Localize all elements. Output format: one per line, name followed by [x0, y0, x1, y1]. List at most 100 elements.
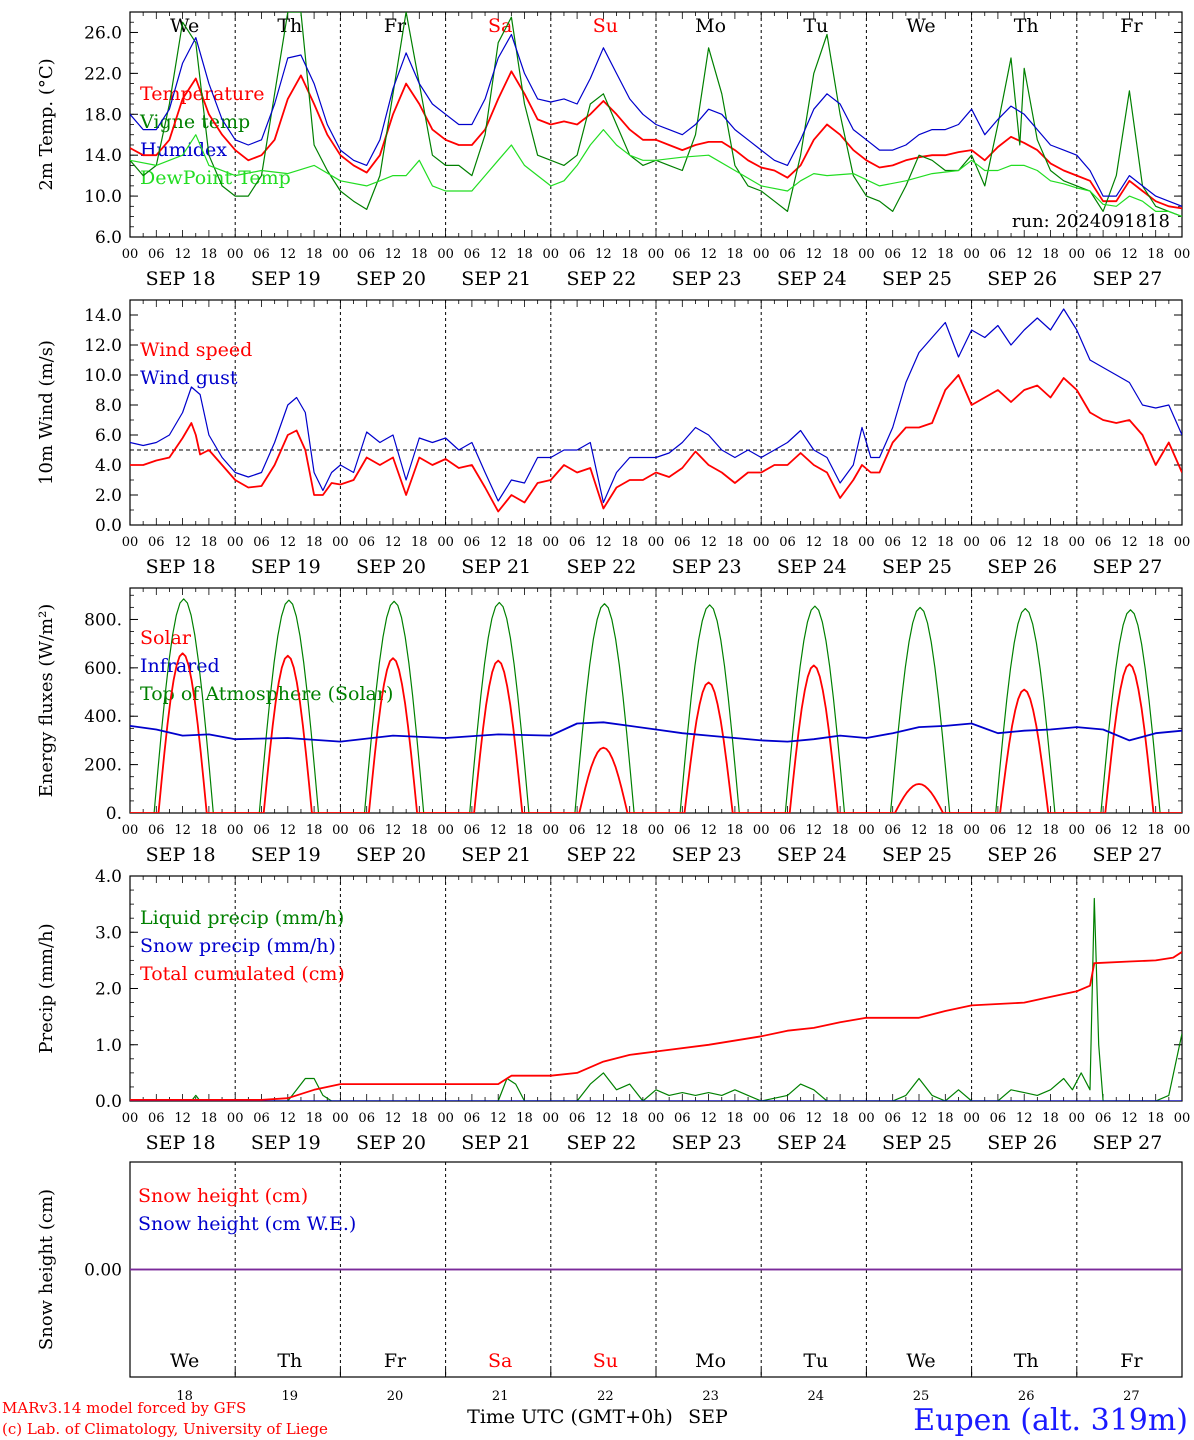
- hour-tick-label: 12: [595, 535, 612, 550]
- hour-tick-label: 06: [884, 1111, 901, 1126]
- hour-tick-label: 00: [1069, 1111, 1086, 1126]
- y-tick-label: 0.0: [95, 516, 122, 536]
- weekday-label: We: [906, 15, 935, 37]
- weekday-label: Tu: [803, 1350, 828, 1372]
- hour-tick-label: 00: [543, 535, 560, 550]
- hour-tick-label: 12: [385, 247, 402, 262]
- weekday-label: Mo: [695, 1350, 726, 1372]
- date-label: SEP 22: [566, 844, 636, 866]
- hour-tick-label: 18: [1042, 823, 1059, 838]
- day-number-label: 21: [492, 1389, 509, 1404]
- legend-entry: Snow precip (mm/h): [140, 935, 336, 957]
- hour-tick-label: 18: [727, 247, 744, 262]
- hour-tick-label: 06: [569, 1111, 586, 1126]
- hour-tick-label: 12: [385, 1111, 402, 1126]
- date-label: SEP 21: [461, 268, 531, 290]
- hour-tick-label: 00: [1069, 823, 1086, 838]
- hour-tick-label: 18: [621, 1111, 638, 1126]
- date-label: SEP 19: [251, 556, 321, 578]
- y-tick-label: 600.: [84, 659, 122, 679]
- station-name: Eupen (alt. 319m): [913, 1403, 1188, 1438]
- panel-energy: 0. 200. 400. 600. 800. Energy fluxes (W/m²) So…: [36, 587, 1190, 866]
- y-axis-label: 10m Wind (m/s): [36, 340, 57, 485]
- series-line-solar: [130, 652, 1182, 813]
- panel-precip: 0.0 1.0 2.0 3.0 4.0 Precip (mm/h) Liquid preci…: [36, 867, 1190, 1154]
- hour-tick-label: 00: [332, 247, 349, 262]
- series-line-dewpoint-temp: [130, 129, 1182, 218]
- legend-entry: Total cumulated (cm): [140, 963, 345, 985]
- hour-tick-label: 12: [1016, 823, 1033, 838]
- date-label: SEP 23: [672, 556, 742, 578]
- y-tick-label: 1.0: [95, 1036, 122, 1056]
- date-label: SEP 23: [672, 844, 742, 866]
- hour-tick-label: 06: [674, 823, 691, 838]
- y-tick-label: 8.0: [95, 396, 122, 416]
- date-label: SEP 19: [251, 268, 321, 290]
- weekday-label: Th: [1014, 15, 1039, 37]
- date-label: SEP 27: [1092, 556, 1162, 578]
- hour-tick-label: 12: [700, 1111, 717, 1126]
- day-number-label: 24: [808, 1389, 825, 1404]
- hour-tick-label: 12: [1121, 535, 1138, 550]
- day-number-label: 20: [387, 1389, 404, 1404]
- series-line-wind-speed: [130, 374, 1182, 513]
- series-line-humidex: [130, 33, 1182, 207]
- hour-tick-label: 06: [1095, 1111, 1112, 1126]
- hour-tick-label: 18: [516, 535, 533, 550]
- hour-tick-label: 00: [437, 247, 454, 262]
- y-axis-label: 2m Temp. (°C): [36, 58, 57, 190]
- y-tick-label: 22.0: [84, 64, 122, 84]
- hour-tick-label: 18: [621, 823, 638, 838]
- hour-tick-label: 12: [700, 535, 717, 550]
- y-tick-label: 800.: [84, 610, 122, 630]
- hour-tick-label: 06: [253, 247, 270, 262]
- hour-tick-label: 00: [122, 1111, 139, 1126]
- hour-tick-label: 00: [858, 823, 875, 838]
- hour-tick-label: 00: [858, 535, 875, 550]
- date-label: SEP 21: [461, 844, 531, 866]
- day-number-label: 19: [282, 1389, 299, 1404]
- legend-entry: Snow height (cm): [138, 1185, 308, 1207]
- date-label: SEP 18: [146, 1132, 216, 1154]
- hour-tick-label: 06: [148, 823, 165, 838]
- y-tick-label: 4.0: [95, 456, 122, 476]
- date-label: SEP 24: [777, 268, 847, 290]
- y-tick-label: 200.: [84, 756, 122, 776]
- date-label: SEP 27: [1092, 1132, 1162, 1154]
- hour-tick-label: 12: [595, 823, 612, 838]
- y-tick-label: 26.0: [84, 23, 122, 43]
- hour-tick-label: 06: [1095, 823, 1112, 838]
- hour-tick-label: 12: [806, 535, 823, 550]
- hour-tick-label: 06: [569, 535, 586, 550]
- hour-tick-label: 18: [1147, 823, 1164, 838]
- hour-tick-label: 18: [832, 1111, 849, 1126]
- hour-tick-label: 12: [280, 535, 297, 550]
- hour-tick-label: 18: [1147, 535, 1164, 550]
- weekday-label: We: [170, 1350, 199, 1372]
- hour-tick-label: 06: [148, 247, 165, 262]
- hour-tick-label: 00: [332, 535, 349, 550]
- y-axis-label: Snow height (cm): [36, 1189, 57, 1350]
- hour-tick-label: 06: [779, 247, 796, 262]
- day-number-label: 26: [1018, 1389, 1035, 1404]
- hour-tick-label: 18: [727, 1111, 744, 1126]
- panel-snow: 0.00 Snow height (cm) Snow height (cm) Snow…: [36, 1161, 1183, 1378]
- y-tick-label: 18.0: [84, 105, 122, 125]
- y-tick-label: 10.0: [84, 366, 122, 386]
- hour-tick-label: 00: [963, 535, 980, 550]
- hour-tick-label: 18: [937, 1111, 954, 1126]
- hour-tick-label: 06: [464, 1111, 481, 1126]
- y-tick-label: 6.0: [95, 228, 122, 248]
- hour-tick-label: 18: [937, 247, 954, 262]
- weekday-label: Th: [277, 1350, 302, 1372]
- hour-tick-label: 18: [1042, 247, 1059, 262]
- hour-tick-label: 12: [174, 535, 191, 550]
- hour-tick-label: 06: [358, 1111, 375, 1126]
- hour-tick-label: 12: [280, 247, 297, 262]
- hour-tick-label: 12: [806, 247, 823, 262]
- hour-tick-label: 12: [280, 1111, 297, 1126]
- hour-tick-label: 18: [306, 247, 323, 262]
- hour-tick-label: 12: [911, 247, 928, 262]
- panel-wind: 0.0 2.0 4.0 6.0 8.0 10.0 12.0 14.0 10m Wind (m/s…: [36, 299, 1190, 578]
